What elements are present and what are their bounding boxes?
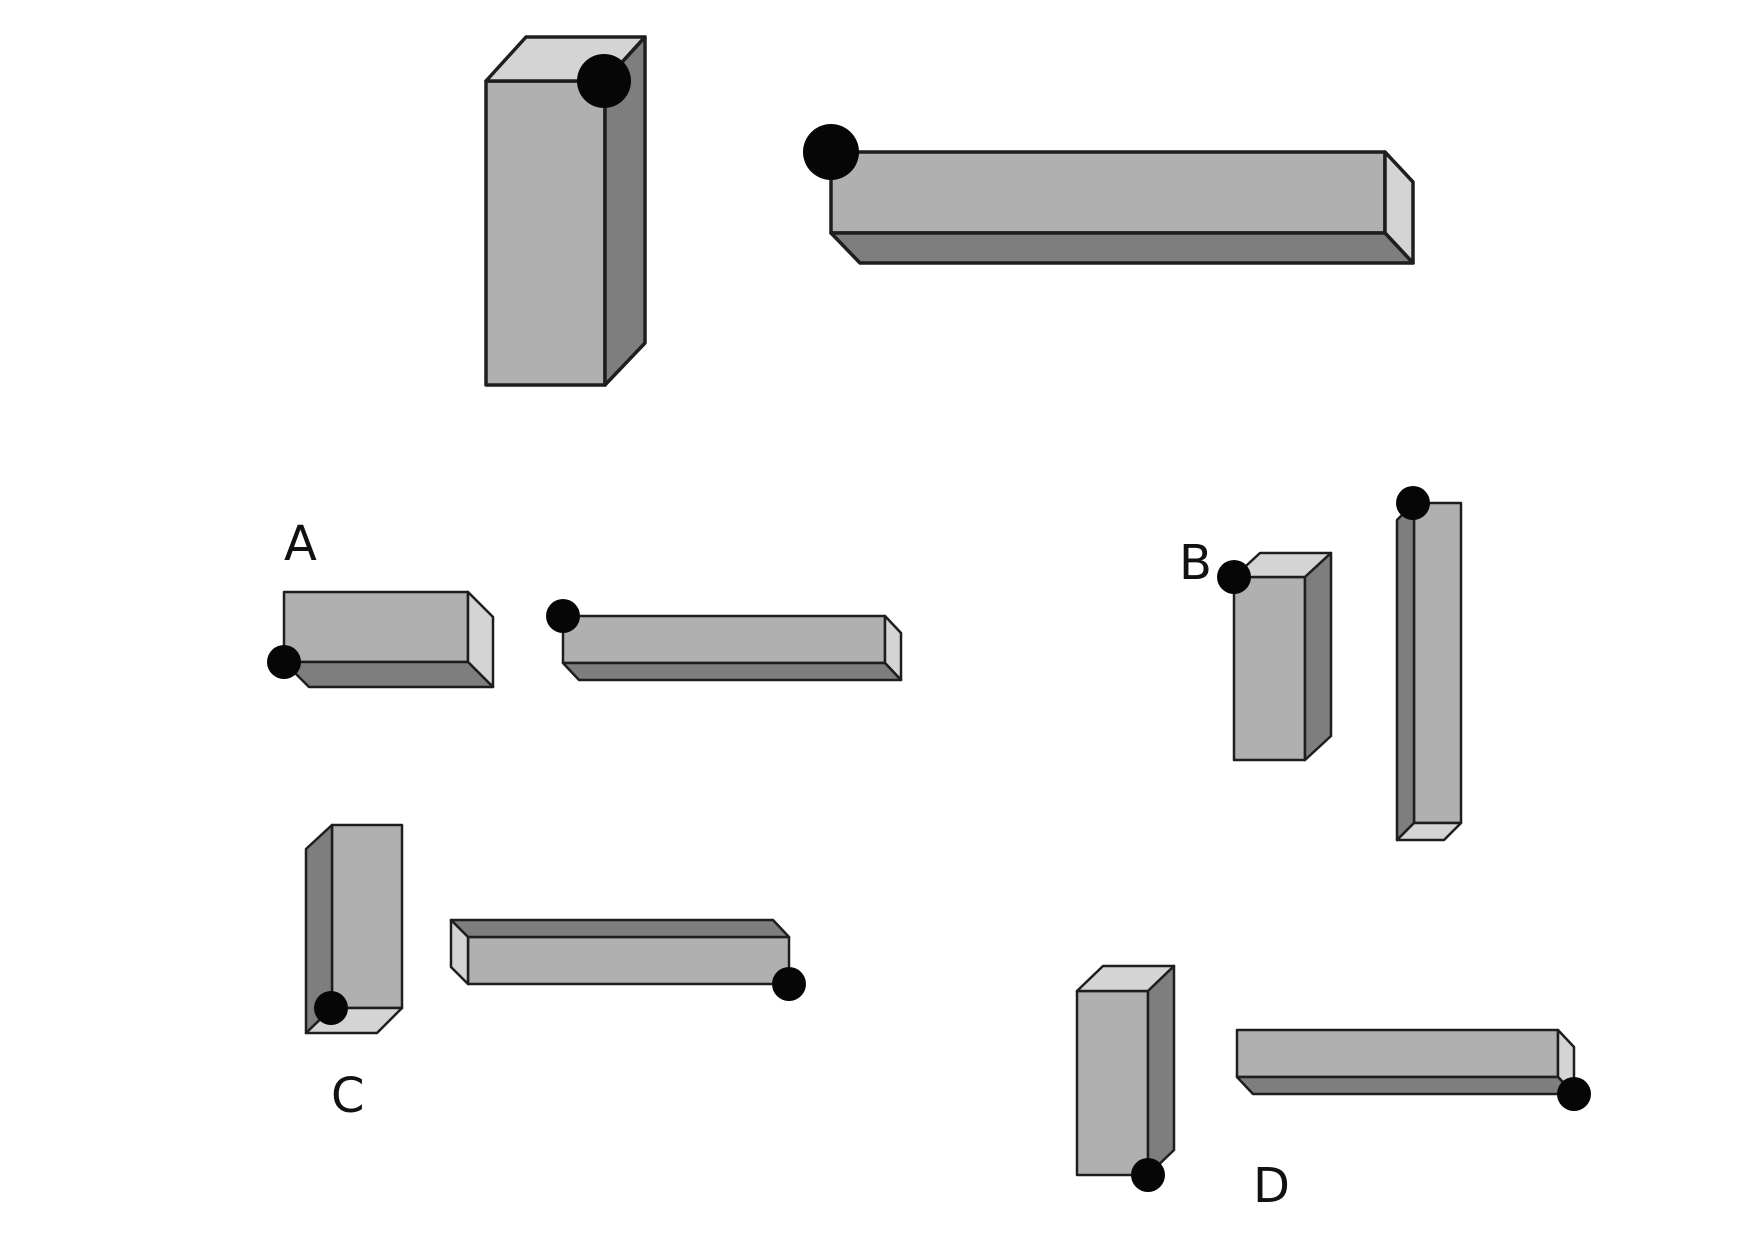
option-b-block-long xyxy=(1395,486,1463,842)
option-d-block-short xyxy=(1075,964,1176,1192)
block-top-face xyxy=(449,918,791,939)
block-front-face xyxy=(330,823,404,1010)
block-front-face xyxy=(466,935,791,986)
marker-dot xyxy=(546,599,580,633)
option-c-block-long xyxy=(449,918,806,1001)
block-bottom-face xyxy=(282,660,495,689)
block-bottom-face xyxy=(1235,1075,1576,1096)
block-front-face xyxy=(1235,1028,1560,1079)
option-c-block-short xyxy=(304,823,404,1035)
option-d-label: D xyxy=(1253,1158,1290,1214)
block-side-face xyxy=(1146,964,1176,1177)
block-side-face xyxy=(449,918,470,986)
reference-block-vertical xyxy=(484,35,647,387)
marker-dot xyxy=(772,967,806,1001)
block-side-face xyxy=(1395,501,1416,842)
option-d[interactable]: D xyxy=(1075,964,1591,1214)
marker-dot xyxy=(267,645,301,679)
block-front-face xyxy=(561,614,887,665)
marker-dot xyxy=(1396,486,1430,520)
marker-dot xyxy=(577,54,631,108)
option-a[interactable]: A xyxy=(267,516,903,689)
marker-dot xyxy=(1217,560,1251,594)
option-b-block-short xyxy=(1217,551,1333,762)
block-front-face xyxy=(484,79,607,387)
block-bottom-face xyxy=(561,661,903,682)
marker-dot xyxy=(803,124,859,180)
marker-dot xyxy=(1131,1158,1165,1192)
marker-dot xyxy=(1557,1077,1591,1111)
block-front-face xyxy=(1232,575,1307,762)
option-d-block-long xyxy=(1235,1028,1591,1111)
option-a-label: A xyxy=(284,516,317,572)
block-side-face xyxy=(1303,551,1333,762)
reference-pair xyxy=(484,35,1415,387)
block-front-face xyxy=(1075,989,1150,1177)
block-bottom-face xyxy=(1395,821,1463,842)
block-bottom-face xyxy=(829,231,1415,265)
option-a-block-short xyxy=(267,590,495,689)
option-b[interactable]: B xyxy=(1179,486,1463,842)
marker-dot xyxy=(314,991,348,1025)
block-front-face xyxy=(829,150,1387,235)
option-a-block-long xyxy=(546,599,903,682)
reference-block-horizontal xyxy=(803,124,1415,265)
option-c[interactable]: C xyxy=(304,823,806,1124)
option-b-label: B xyxy=(1179,535,1212,591)
block-front-face xyxy=(282,590,470,664)
option-c-label: C xyxy=(331,1068,365,1124)
block-front-face xyxy=(1412,501,1463,825)
block-side-face xyxy=(603,35,647,387)
